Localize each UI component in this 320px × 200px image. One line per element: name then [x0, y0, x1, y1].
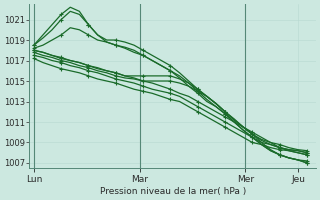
X-axis label: Pression niveau de la mer( hPa ): Pression niveau de la mer( hPa ): [100, 187, 246, 196]
